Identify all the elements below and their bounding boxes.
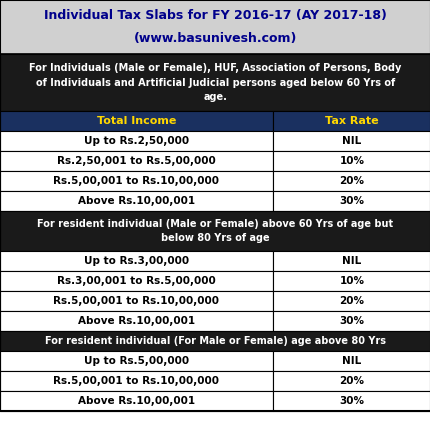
Text: below 80 Yrs of age: below 80 Yrs of age [161,233,269,243]
Text: For resident individual (For Male or Female) age above 80 Yrs: For resident individual (For Male or Fem… [45,336,385,346]
Bar [0,54,430,111]
Text: Rs.5,00,001 to Rs.10,00,000: Rs.5,00,001 to Rs.10,00,000 [53,376,219,386]
Text: Rs.3,00,001 to Rs.5,00,000: Rs.3,00,001 to Rs.5,00,000 [57,276,215,286]
Bar [0,351,272,371]
Bar [272,371,430,391]
Bar [0,211,430,251]
Bar [272,391,430,411]
Text: Up to Rs.2,50,000: Up to Rs.2,50,000 [84,136,189,146]
Bar [0,331,430,351]
Bar [0,0,430,54]
Bar [0,271,272,291]
Bar [272,131,430,151]
Bar [0,391,272,411]
Text: NIL: NIL [341,136,361,146]
Text: Rs.2,50,001 to Rs.5,00,000: Rs.2,50,001 to Rs.5,00,000 [57,156,215,166]
Text: 20%: 20% [339,376,364,386]
Bar [0,131,272,151]
Text: Above Rs.10,00,001: Above Rs.10,00,001 [78,396,195,406]
Text: of Individuals and Artificial Judicial persons aged below 60 Yrs of: of Individuals and Artificial Judicial p… [36,78,394,87]
Text: For resident individual (Male or Female) above 60 Yrs of age but: For resident individual (Male or Female)… [37,219,393,229]
Text: Rs.5,00,001 to Rs.10,00,000: Rs.5,00,001 to Rs.10,00,000 [53,176,219,186]
Bar [0,111,272,131]
Text: Total Income: Total Income [97,116,176,126]
Bar [0,191,272,211]
Bar [0,151,272,171]
Text: 10%: 10% [339,276,364,286]
Bar [272,111,430,131]
Bar [272,191,430,211]
Text: (www.basunivesh.com): (www.basunivesh.com) [133,32,297,46]
Bar [272,271,430,291]
Text: 20%: 20% [339,296,364,306]
Text: Tax Rate: Tax Rate [324,116,378,126]
Text: Up to Rs.3,00,000: Up to Rs.3,00,000 [84,256,189,266]
Text: Above Rs.10,00,001: Above Rs.10,00,001 [78,316,195,326]
Text: 10%: 10% [339,156,364,166]
Bar [272,351,430,371]
Text: NIL: NIL [341,256,361,266]
Text: NIL: NIL [341,356,361,366]
Bar [0,251,272,271]
Bar [0,171,272,191]
Bar [0,291,272,311]
Text: age.: age. [203,92,227,102]
Bar [272,311,430,331]
Text: Individual Tax Slabs for FY 2016-17 (AY 2017-18): Individual Tax Slabs for FY 2016-17 (AY … [44,8,386,22]
Text: 30%: 30% [339,396,364,406]
Text: 30%: 30% [339,196,364,206]
Text: For Individuals (Male or Female), HUF, Association of Persons, Body: For Individuals (Male or Female), HUF, A… [29,63,401,73]
Text: Up to Rs.5,00,000: Up to Rs.5,00,000 [84,356,189,366]
Text: 30%: 30% [339,316,364,326]
Text: Above Rs.10,00,001: Above Rs.10,00,001 [78,196,195,206]
Text: Rs.5,00,001 to Rs.10,00,000: Rs.5,00,001 to Rs.10,00,000 [53,296,219,306]
Bar [0,311,272,331]
Bar [272,151,430,171]
Bar [272,251,430,271]
Text: 20%: 20% [339,176,364,186]
Bar [0,371,272,391]
Bar [272,171,430,191]
Bar [272,291,430,311]
